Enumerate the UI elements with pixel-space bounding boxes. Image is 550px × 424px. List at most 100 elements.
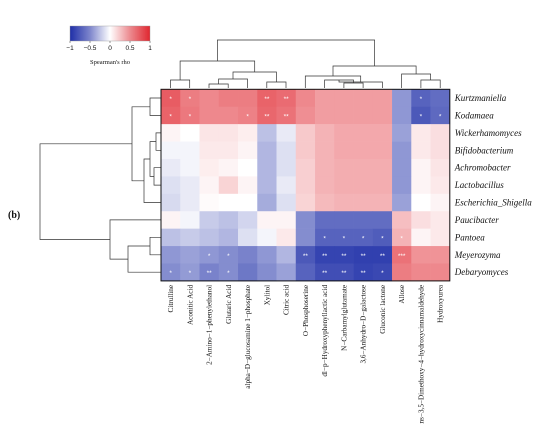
column-label: Allose [398, 285, 406, 304]
heatmap-cell [430, 263, 451, 282]
heatmap-cell [257, 158, 277, 177]
heatmap-cell [180, 263, 200, 282]
heatmap-cell [238, 228, 258, 247]
row-label: Kodamaea [454, 110, 494, 120]
heatmap-cell [372, 263, 393, 282]
significance-mark: * [189, 113, 192, 120]
heatmap-cell [257, 89, 277, 108]
heatmap-cell [295, 176, 316, 195]
column-label: 3,6−Anhydro−D−galactose [360, 285, 368, 364]
significance-mark: *** [398, 253, 406, 260]
heatmap-cell [392, 246, 412, 264]
heatmap-cell [295, 158, 316, 177]
heatmap-cell [315, 263, 335, 282]
heatmap-cell [199, 193, 220, 212]
heatmap-cell [180, 228, 200, 247]
heatmap-cell [238, 193, 258, 212]
heatmap-cell [276, 246, 297, 264]
column-label: Xylitol [263, 285, 271, 305]
heatmap-cell [353, 211, 374, 229]
heatmap-cell [372, 211, 393, 229]
heatmap-cell [372, 193, 393, 212]
heatmap-cell [238, 176, 258, 195]
column-label: alpha−D−glucosamine 1−phosphate [244, 285, 252, 389]
row-dendrogram [39, 97, 162, 273]
heatmap-cell [392, 263, 412, 282]
heatmap-cell [276, 124, 297, 142]
column-label: trans−3,5−Dimethoxy−4−hydroxycinnamaldeh… [417, 285, 425, 424]
heatmap-cell [392, 158, 412, 177]
heatmap-cell [334, 158, 354, 177]
heatmap-cell [161, 176, 181, 195]
row-label: Kurtzmaniella [454, 93, 507, 103]
heatmap-cell [430, 176, 451, 195]
heatmap-cell [238, 211, 258, 229]
row-label: Achromobacter [454, 163, 511, 173]
heatmap-cell [334, 211, 354, 229]
heatmap-cell [392, 176, 412, 195]
heatmap-cell [411, 193, 431, 212]
row-label: Meyerozyma [454, 250, 501, 260]
heatmap-cell [257, 106, 277, 125]
heatmap-cell [199, 158, 220, 177]
colorbar-tick-label: −1 [66, 45, 74, 52]
heatmap-cell [411, 263, 431, 282]
heatmap-cell [411, 211, 431, 229]
heatmap-cell [199, 176, 220, 195]
significance-mark: * [439, 113, 442, 120]
heatmap-cell [180, 141, 200, 160]
heatmap-cell [276, 158, 297, 177]
heatmap-cell [180, 89, 200, 108]
heatmap-cell [315, 141, 335, 160]
heatmap-cell [238, 246, 258, 264]
heatmap-cell [238, 158, 258, 177]
heatmap-cell [295, 228, 316, 247]
heatmap-cell [180, 106, 200, 125]
heatmap-cell [315, 176, 335, 195]
heatmap-cell [295, 124, 316, 142]
heatmap-cell [334, 228, 354, 247]
heatmap-cell [161, 211, 181, 229]
heatmap-cell [180, 158, 200, 177]
heatmap-cell [430, 106, 451, 125]
heatmap-cell [411, 246, 431, 264]
heatmap-cell [199, 141, 220, 160]
heatmap-cell [334, 176, 354, 195]
significance-mark: * [381, 235, 384, 242]
heatmap-cell [411, 106, 431, 125]
column-label: Aconitic Acid [186, 284, 194, 325]
significance-mark: * [362, 235, 365, 242]
heatmap-cell [392, 228, 412, 247]
colorbar-title: Spearman's rho [90, 59, 130, 66]
column-label: Gluconic lactone [379, 285, 387, 334]
heatmap-cell [218, 176, 239, 195]
heatmap-cell [257, 141, 277, 160]
heatmap-cell [161, 141, 181, 160]
heatmap-cell [353, 263, 374, 282]
heatmap-cell [353, 124, 374, 142]
heatmap-cell [411, 124, 431, 142]
heatmap-cell [199, 124, 220, 142]
heatmap-cell [276, 263, 297, 282]
heatmap-cell [392, 89, 412, 108]
row-label: Paucibacter [454, 215, 499, 225]
significance-mark: ** [264, 96, 270, 103]
heatmap-cell [218, 211, 239, 229]
significance-mark: ** [207, 270, 213, 277]
heatmap-cell [218, 246, 239, 264]
heatmap-cell [315, 228, 335, 247]
heatmap-cell [430, 124, 451, 142]
heatmap-cell [238, 263, 258, 282]
heatmap-cell [372, 158, 393, 177]
significance-mark: * [208, 253, 211, 260]
heatmap-cell [295, 246, 316, 264]
heatmap-cell [238, 124, 258, 142]
column-dendrogram [170, 39, 441, 88]
heatmap-cell [334, 89, 354, 108]
significance-mark: * [169, 96, 172, 103]
heatmap-cell [315, 106, 335, 125]
heatmap-cell [430, 193, 451, 212]
heatmap-cell [276, 176, 297, 195]
significance-mark: ** [361, 270, 367, 277]
row-label: Escherichia_Shigella [454, 198, 532, 208]
